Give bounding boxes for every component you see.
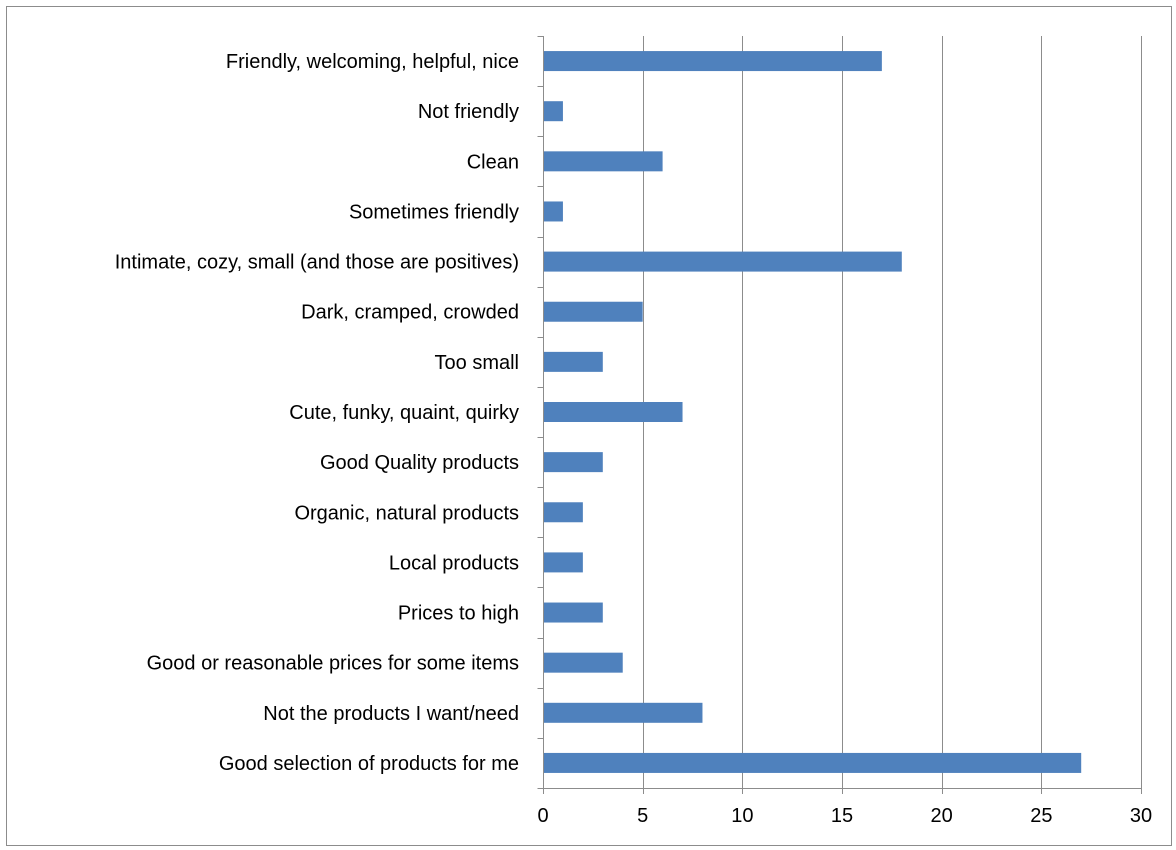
x-tick-label-30: 30 xyxy=(1130,805,1152,827)
category-labels: Friendly, welcoming, helpful, nice Not fr… xyxy=(115,51,519,775)
x-tick-label-0: 0 xyxy=(537,805,548,827)
x-tick-label-10: 10 xyxy=(731,805,753,827)
bars xyxy=(544,51,1082,773)
category-label-10: Local products xyxy=(389,552,519,574)
category-label-7: Cute, funky, quaint, quirky xyxy=(289,402,519,424)
gridlines xyxy=(643,36,1142,788)
tick-labels: 0 5 10 15 20 25 30 xyxy=(537,805,1152,827)
bar-13 xyxy=(544,702,703,723)
category-label-3: Sometimes friendly xyxy=(349,201,519,223)
category-label-9: Organic, natural products xyxy=(294,502,519,524)
category-label-1: Not friendly xyxy=(418,101,519,123)
bar-10 xyxy=(544,552,583,573)
bar-2 xyxy=(544,151,663,172)
bar-4 xyxy=(544,251,902,272)
bar-0 xyxy=(544,51,882,72)
category-label-13: Not the products I want/need xyxy=(263,703,519,725)
bar-9 xyxy=(544,502,583,523)
bar-8 xyxy=(544,452,603,473)
category-label-11: Prices to high xyxy=(398,603,519,625)
x-tick-label-25: 25 xyxy=(1030,805,1052,827)
bar-14 xyxy=(544,752,1082,773)
bar-5 xyxy=(544,301,643,322)
bar-11 xyxy=(544,602,603,623)
category-label-0: Friendly, welcoming, helpful, nice xyxy=(226,51,519,73)
axes xyxy=(537,36,1142,794)
x-tick-label-5: 5 xyxy=(637,805,648,827)
bar-7 xyxy=(544,402,683,422)
bar-1 xyxy=(544,101,563,122)
x-tick-label-20: 20 xyxy=(931,805,953,827)
category-label-12: Good or reasonable prices for some items xyxy=(147,653,519,675)
category-label-5: Dark, cramped, crowded xyxy=(301,302,519,324)
bar-12 xyxy=(544,652,623,673)
category-label-8: Good Quality products xyxy=(320,452,519,474)
bar-3 xyxy=(544,201,563,222)
category-label-14: Good selection of products for me xyxy=(219,753,519,775)
category-label-2: Clean xyxy=(467,151,519,173)
category-label-4: Intimate, cozy, small (and those are pos… xyxy=(115,252,519,274)
x-tick-label-15: 15 xyxy=(831,805,853,827)
bar-6 xyxy=(544,351,603,372)
category-label-6: Too small xyxy=(435,352,519,374)
